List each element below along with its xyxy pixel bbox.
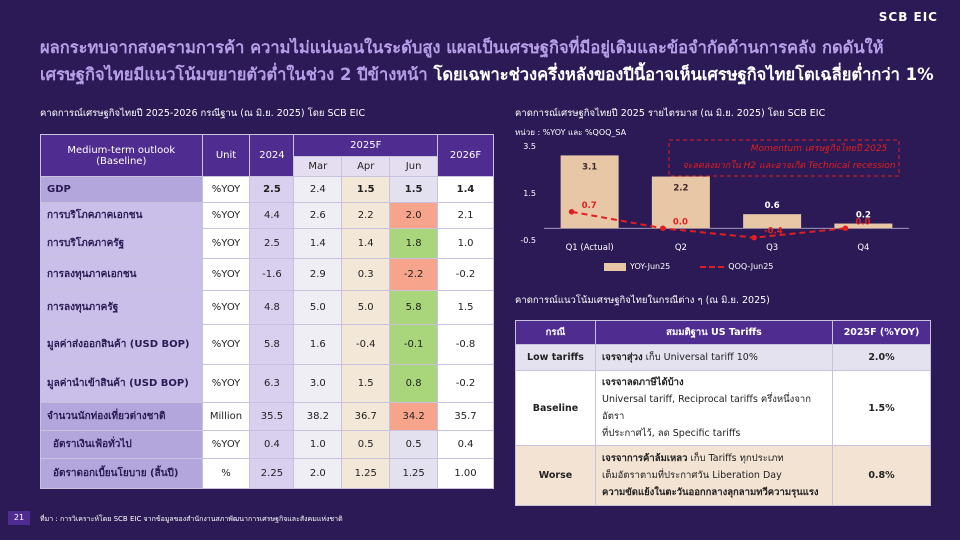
legend-qoq-swatch: [700, 265, 725, 268]
y-tick-label: 1.5: [523, 189, 536, 198]
bar-yoy: [560, 155, 619, 229]
bar-data-label: 2.2: [673, 184, 688, 194]
table-row: การบริโภคภาครัฐ %YOY 2.5 1.4 1.4 1.8 1.0: [40, 228, 494, 259]
header-case: กรณี: [515, 320, 596, 345]
x-tick-label: Q2: [675, 243, 687, 253]
headline: ผลกระทบจากสงครามการค้า ความไม่แน่นอนในระ…: [40, 34, 945, 88]
bar-data-label: 0.2: [856, 211, 871, 221]
header-2025f-yoy: 2025F (%YOY): [832, 320, 931, 345]
table-row: การบริโภคภาคเอกชน %YOY 4.4 2.6 2.2 2.0 2…: [40, 202, 494, 229]
x-tick-label: Q4: [857, 243, 869, 253]
header-jun: Jun: [389, 156, 439, 177]
scenario-row-low: Low tariffs เจรจาสุ่วง เก็บ Universal ta…: [515, 344, 931, 371]
legend-yoy: YOY-Jun25: [604, 262, 670, 271]
point-qoq: [660, 225, 666, 232]
y-tick-label: 3.5: [523, 142, 536, 151]
chart-legend: YOY-Jun25 QOQ-Jun25: [604, 262, 773, 271]
legend-yoy-swatch: [604, 262, 626, 271]
header-outlook: Medium-term outlook (Baseline): [40, 134, 203, 177]
table-row: จำนวนนักท่องเที่ยวต่างชาติ Million 35.5 …: [40, 402, 494, 431]
point-qoq: [751, 234, 757, 241]
line-qoq: [571, 210, 846, 239]
point-qoq: [842, 225, 849, 232]
bar-data-label: 3.1: [582, 162, 597, 172]
point-data-label: 0.7: [582, 201, 597, 211]
header-2026f: 2026F: [437, 134, 494, 177]
scenario-row-baseline: Baseline เจรจาลดภาษีได้บ้าง Universal ta…: [515, 370, 931, 446]
scenario-row-worse: Worse เจรจาการค้าล้มเหลว เก็บ Tariffs ทุ…: [515, 445, 931, 506]
annotation-line-1: Momentum เศรษฐกิจไทยปี 2025: [751, 142, 888, 154]
table-row: อัตราดอกเบี้ยนโยบาย (สิ้นปี) % 2.25 2.0 …: [40, 458, 494, 489]
source-note: ที่มา : การวิเคราะห์โดย SCB EIC จากข้อมู…: [40, 515, 343, 523]
header-2024: 2024: [249, 134, 295, 177]
header-2025f: 2025F: [293, 134, 439, 157]
header-assumption: สมมติฐาน US Tariffs: [595, 320, 833, 345]
y-tick-label: -0.5: [520, 236, 536, 245]
scb-eic-logo: SCB EIC: [878, 10, 938, 24]
bar-yoy: [651, 176, 710, 229]
point-data-label: -0.4: [764, 227, 783, 237]
legend-qoq: QOQ-Jun25: [700, 262, 773, 271]
table-row: อัตราเงินเฟ้อทั่วไป %YOY 0.4 1.0 0.5 0.5…: [40, 430, 494, 459]
point-qoq: [568, 209, 575, 215]
bar-data-label: 0.6: [765, 201, 780, 211]
left-table-title: คาดการณ์เศรษฐกิจไทยปี 2025-2026 กรณีฐาน …: [40, 108, 366, 119]
annotation-box: [668, 139, 900, 177]
table-row: การลงทุนภาคเอกชน %YOY -1.6 2.9 0.3 -2.2 …: [40, 258, 494, 291]
table-row: การลงทุนภาครัฐ %YOY 4.8 5.0 5.0 5.8 1.5: [40, 290, 494, 325]
bar-yoy: [743, 214, 802, 229]
point-data-label: 0.0: [855, 217, 870, 227]
page-number: 21: [8, 511, 30, 525]
headline-part1: ผลกระทบจากสงครามการค้า ความไม่แน่นอนในระ…: [40, 38, 884, 84]
chart-unit-label: หน่วย : %YOY และ %QOQ_SA: [515, 128, 627, 137]
bar-yoy: [834, 223, 893, 229]
chart-title: คาดการณ์เศรษฐกิจไทยปี 2025 รายไตรมาส (ณ …: [515, 108, 826, 119]
table-row: มูลค่านำเข้าสินค้า (USD BOP) %YOY 6.3 3.…: [40, 364, 494, 403]
x-tick-label: Q3: [766, 243, 778, 253]
right-table-title: คาดการณ์แนวโน้มเศรษฐกิจไทยในกรณีต่าง ๆ (…: [515, 295, 770, 306]
header-mar: Mar: [293, 156, 343, 177]
scenario-table: กรณี สมมติฐาน US Tariffs 2025F (%YOY) Lo…: [515, 320, 931, 506]
x-tick-label: Q1 (Actual): [566, 243, 614, 253]
header-unit: Unit: [201, 134, 251, 177]
header-apr: Apr: [341, 156, 391, 177]
annotation-line-2: จะลดลงมากใน H2 และอาจเกิด Technical rece…: [682, 159, 895, 171]
quarterly-gdp-chart: Momentum เศรษฐกิจไทยปี 2025 จะลดลงมากใน …: [520, 139, 909, 253]
headline-part2: โดยเฉพาะช่วงครึ่งหลังของปีนี้อาจเห็นเศรษ…: [433, 65, 934, 84]
point-data-label: 0.0: [673, 217, 688, 227]
table-row: มูลค่าส่งออกสินค้า (USD BOP) %YOY 5.8 1.…: [40, 324, 494, 365]
table-row: GDP %YOY 2.5 2.4 1.5 1.5 1.4: [40, 176, 494, 203]
forecast-table: Medium-term outlook (Baseline) Unit 2024…: [40, 134, 494, 489]
